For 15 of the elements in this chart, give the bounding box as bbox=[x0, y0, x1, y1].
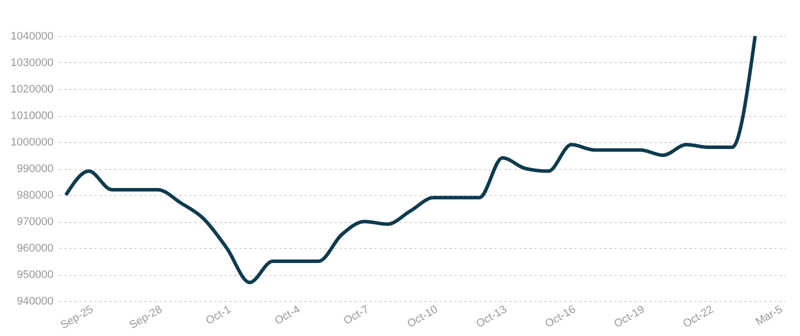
y-tick-label: 960000 bbox=[16, 242, 54, 254]
y-tick-label: 1030000 bbox=[10, 57, 54, 69]
line-series bbox=[64, 34, 757, 284]
y-tick-label: 970000 bbox=[16, 216, 54, 228]
y-tick-label: 1000000 bbox=[10, 136, 54, 148]
x-tick-label: Oct-7 bbox=[342, 304, 372, 328]
y-tick-label: 950000 bbox=[16, 269, 54, 281]
y-tick-label: 1020000 bbox=[10, 84, 54, 96]
y-tick-label: 980000 bbox=[16, 190, 54, 202]
y-tick-label: 990000 bbox=[16, 163, 54, 175]
y-tick-label: 1010000 bbox=[10, 110, 54, 122]
y-tick-label: 940000 bbox=[16, 296, 54, 308]
x-tick-label: Oct-1 bbox=[204, 304, 234, 328]
y-tick-label: 1040000 bbox=[10, 30, 54, 42]
x-tick-label: Oct-4 bbox=[272, 304, 302, 328]
